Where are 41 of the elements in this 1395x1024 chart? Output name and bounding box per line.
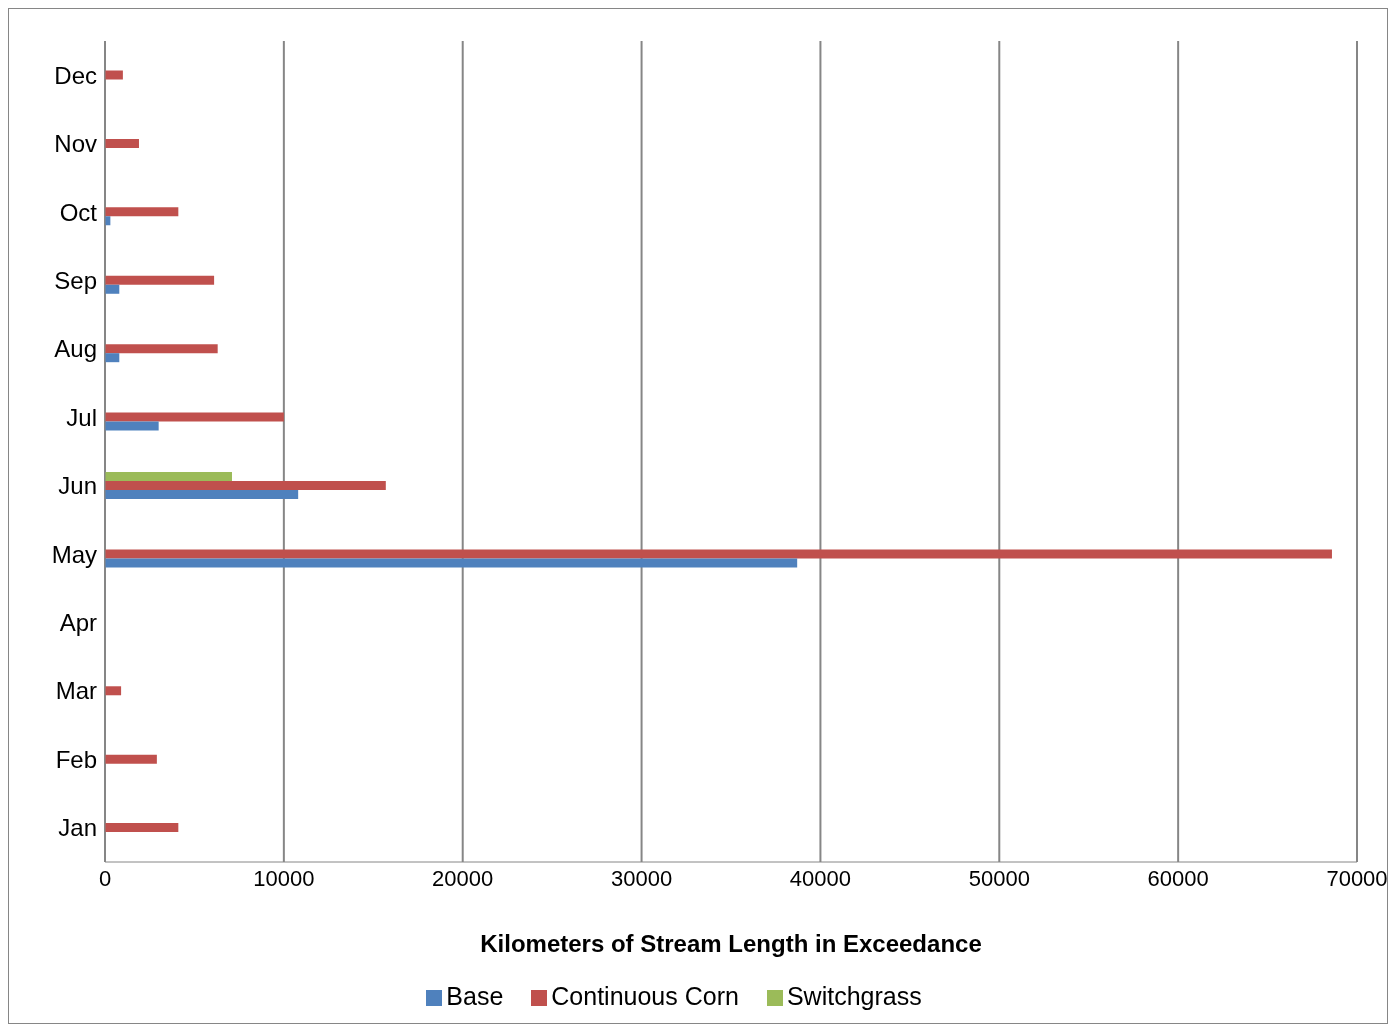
x-tick-label: 10000: [253, 865, 315, 891]
x-axis-title: Kilometers of Stream Length in Exceedance: [480, 930, 982, 957]
bar: [105, 275, 215, 285]
bar: [105, 549, 1332, 559]
bar: [105, 823, 179, 833]
bar: [105, 686, 122, 696]
bar: [105, 344, 218, 354]
y-tick-label: Nov: [54, 130, 97, 158]
x-tick-label: 20000: [432, 865, 494, 891]
legend-label: Continuous Corn: [551, 982, 739, 1010]
y-tick-label: Aug: [54, 335, 97, 363]
y-tick-label: Sep: [54, 266, 97, 294]
bar: [105, 481, 386, 491]
y-tick-label: Apr: [59, 609, 97, 637]
x-tick-label: 50000: [968, 865, 1030, 891]
bar: [105, 138, 139, 148]
y-tick-label: Jul: [66, 403, 97, 431]
x-tick-label: 60000: [1147, 865, 1209, 891]
bar: [105, 754, 157, 764]
bar: [105, 207, 179, 217]
y-tick-label: May: [51, 540, 97, 568]
x-tick-label: 40000: [789, 865, 852, 891]
x-tick-label: 0: [98, 865, 112, 891]
bar: [105, 353, 120, 363]
y-tick-label: Mar: [55, 677, 97, 705]
bar: [105, 558, 798, 568]
bar: [105, 421, 159, 431]
y-tick-label: Oct: [59, 198, 98, 226]
y-tick-label: Dec: [54, 61, 97, 89]
bar: [105, 472, 232, 482]
bar: [105, 412, 284, 422]
x-tick-label: 70000: [1326, 865, 1388, 891]
bar: [105, 70, 123, 80]
y-tick-label: Jun: [58, 472, 97, 500]
y-tick-label: Jan: [58, 814, 97, 842]
bar: [105, 284, 120, 294]
x-tick-label: 30000: [610, 865, 673, 891]
y-tick-label: Feb: [55, 745, 97, 773]
bar: [105, 490, 299, 500]
legend-label: Base: [446, 982, 504, 1010]
legend-label: Switchgrass: [786, 982, 922, 1010]
